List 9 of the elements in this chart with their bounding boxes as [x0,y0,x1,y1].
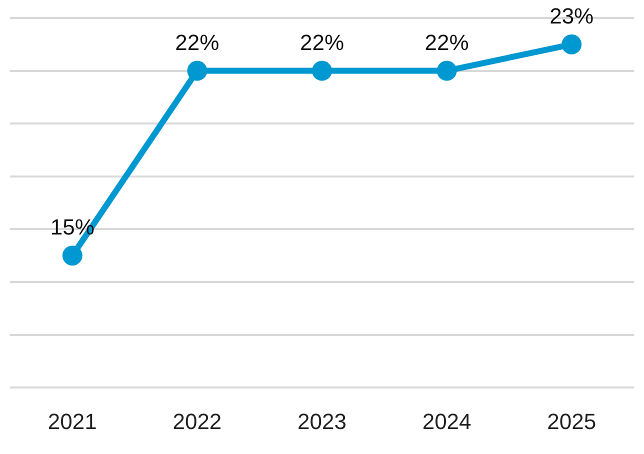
data-label: 23% [550,3,594,28]
x-tick-label: 2025 [547,408,596,434]
data-label: 22% [300,30,344,55]
x-tick-label: 2022 [172,408,222,434]
x-tick-label: 2021 [48,408,97,434]
x-tick-label: 2024 [422,408,472,434]
data-label: 22% [424,30,469,55]
data-label: 22% [175,30,220,55]
x-tick-label: 2023 [298,408,346,434]
